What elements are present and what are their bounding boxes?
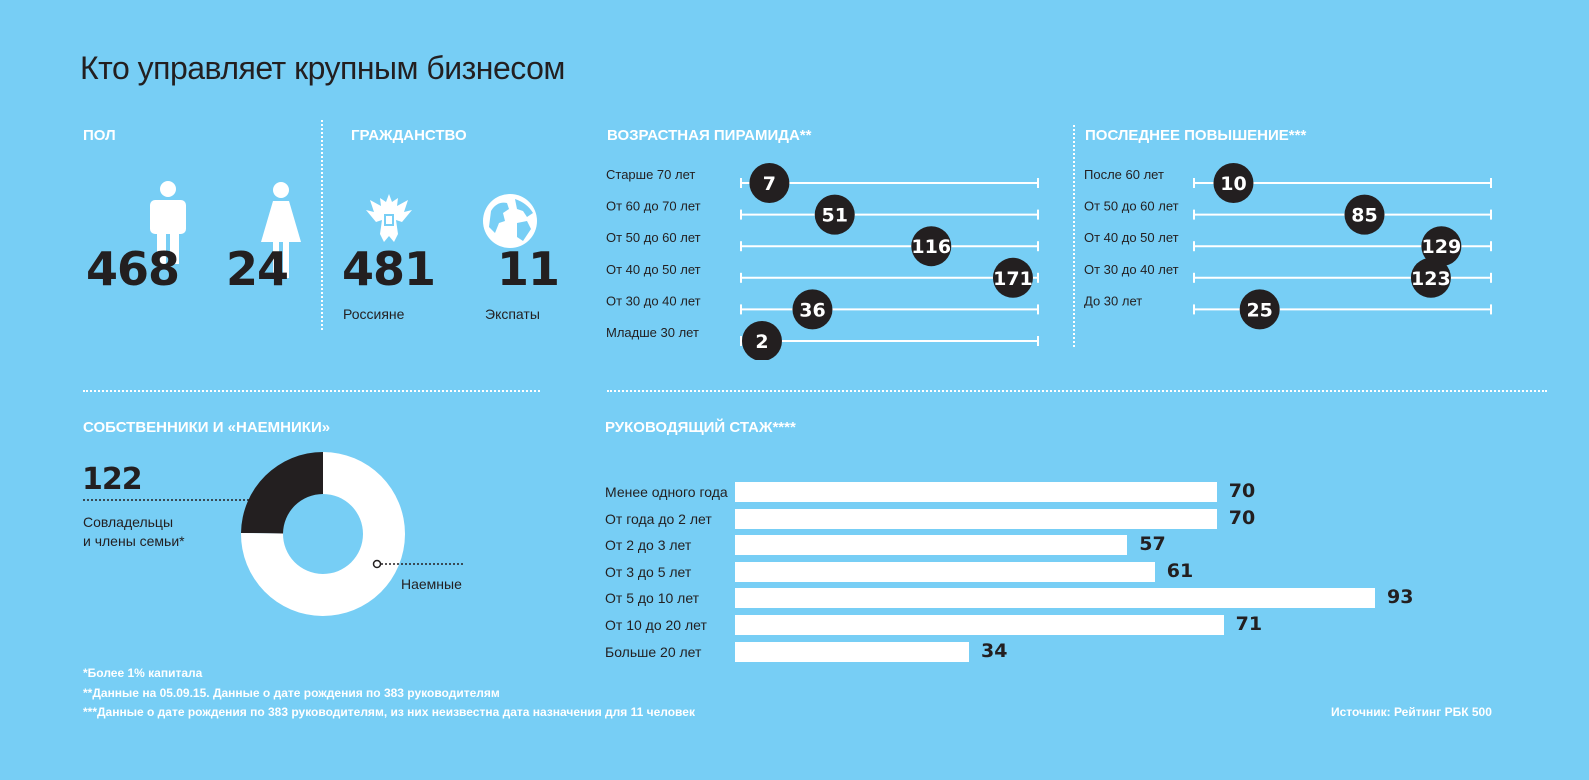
- tenure-bar: [735, 482, 1217, 502]
- globe-icon: [483, 194, 537, 248]
- source-note: Источник: Рейтинг РБК 500: [1331, 705, 1492, 719]
- russians-label: Россияне: [343, 306, 405, 322]
- tenure-category-label: Менее одного года: [605, 484, 728, 500]
- category-label: От 40 до 50 лет: [1084, 230, 1179, 245]
- tenure-bar-chart: Менее одного года 70 От года до 2 лет 70 От …: [600, 480, 1460, 670]
- value-label: 36: [799, 299, 825, 321]
- category-label: От 50 до 60 лет: [606, 230, 701, 245]
- tenure-value-label: 70: [1228, 480, 1256, 502]
- value-label: 2: [755, 331, 768, 353]
- category-label: После 60 лет: [1084, 167, 1164, 182]
- tenure-category-label: От 2 до 3 лет: [605, 537, 692, 554]
- owners-heading: СОБСТВЕННИКИ И «НАЕМНИКИ»: [83, 419, 331, 436]
- value-dot: [1410, 257, 1451, 298]
- divider-vertical: [321, 120, 323, 330]
- russians-count: 481: [342, 242, 436, 296]
- citizenship-heading: ГРАЖДАНСТВО: [351, 127, 467, 144]
- value-label: 10: [1220, 173, 1246, 195]
- footnote-1: *Более 1% капитала: [83, 666, 203, 680]
- category-label: От 40 до 50 лет: [606, 262, 701, 277]
- tenure-value-label: 57: [1139, 533, 1166, 556]
- man-icon: [150, 181, 186, 264]
- tenure-category-label: От года до 2 лет: [605, 510, 712, 527]
- divider-vertical-2: [1073, 125, 1075, 347]
- tenure-bar: [735, 641, 969, 662]
- value-label: 25: [1246, 299, 1272, 321]
- value-label: 171: [993, 268, 1033, 290]
- value-dot: [814, 194, 855, 235]
- tenure-bar: [735, 588, 1375, 609]
- footnote-2: **Данные на 05.09.15. Данные о дате рожд…: [83, 686, 500, 700]
- value-label: 85: [1351, 205, 1377, 227]
- value-dot: [1421, 226, 1462, 267]
- category-label: До 30 лет: [1084, 293, 1142, 308]
- coowners-count: 122: [82, 462, 143, 497]
- tenure-value-label: 34: [980, 639, 1008, 662]
- men-count: 468: [86, 242, 180, 296]
- value-label: 129: [1422, 236, 1462, 258]
- gender-heading: ПОЛ: [83, 127, 116, 144]
- divider-horizontal-left: [83, 390, 540, 392]
- value-label: 123: [1411, 268, 1451, 290]
- category-label: Младше 30 лет: [606, 325, 699, 340]
- category-label: Старше 70 лет: [606, 167, 695, 182]
- value-dot: [1239, 289, 1280, 330]
- expats-label: Экспаты: [485, 306, 540, 322]
- tenure-value-label: 93: [1387, 586, 1414, 609]
- value-label: 116: [911, 236, 951, 258]
- tenure-category-label: Больше 20 лет: [605, 643, 702, 660]
- tenure-value-label: 70: [1228, 506, 1256, 529]
- value-dot: [911, 226, 952, 267]
- tenure-value-label: 61: [1166, 559, 1194, 582]
- category-label: От 50 до 60 лет: [1084, 199, 1179, 214]
- divider-horizontal-right: [607, 390, 1547, 392]
- expats-count: 11: [497, 242, 560, 296]
- footnote-3: ***Данные о дате рождения по 383 руковод…: [83, 705, 695, 719]
- value-dot: [1213, 163, 1254, 203]
- category-label: От 60 до 70 лет: [606, 199, 701, 214]
- value-dot: [1344, 194, 1385, 235]
- category-label: От 30 до 40 лет: [606, 293, 701, 308]
- value-dot: [749, 163, 790, 203]
- tenure-bar: [735, 508, 1217, 529]
- hired-leader-marker: [372, 559, 382, 569]
- value-dot: [792, 289, 833, 330]
- tenure-category-label: От 5 до 10 лет: [605, 590, 700, 607]
- donut-slice-hired: [241, 452, 405, 616]
- value-dot: [992, 257, 1033, 298]
- donut-slice-coowners: [241, 452, 323, 534]
- promotion-chart: После 60 лет 10 От 50 до 60 лет 85 От 40 до …: [1084, 163, 1492, 330]
- age-pyramid-heading: ВОЗРАСТНАЯ ПИРАМИДА**: [607, 127, 812, 144]
- tenure-bar: [735, 535, 1128, 556]
- value-dot: [741, 321, 782, 360]
- hired-label: Наемные: [401, 576, 462, 592]
- promotion-heading: ПОСЛЕДНЕЕ ПОВЫШЕНИЕ***: [1085, 127, 1307, 144]
- tenure-category-label: От 10 до 20 лет: [605, 617, 707, 633]
- page-title: Кто управляет крупным бизнесом: [80, 50, 565, 86]
- tenure-value-label: 71: [1235, 613, 1263, 635]
- owners-donut-chart: [83, 452, 464, 616]
- woman-icon: [261, 182, 301, 278]
- women-count: 24: [226, 242, 289, 296]
- value-label: 51: [822, 205, 848, 227]
- tenure-category-label: От 3 до 5 лет: [605, 563, 692, 580]
- age-pyramid-chart: Старше 70 лет 7 От 60 до 70 лет 51 От 50 до …: [606, 163, 1039, 360]
- tenure-bar: [735, 561, 1155, 582]
- tenure-bar: [735, 615, 1224, 635]
- coowners-label-1: Совладельцы: [83, 514, 174, 530]
- russian-eagle-icon: [366, 194, 412, 242]
- category-label: От 30 до 40 лет: [1084, 262, 1179, 277]
- tenure-heading: РУКОВОДЯЩИЙ СТАЖ****: [605, 419, 796, 436]
- coowners-label-2: и члены семьи*: [83, 533, 185, 549]
- value-label: 7: [763, 173, 776, 195]
